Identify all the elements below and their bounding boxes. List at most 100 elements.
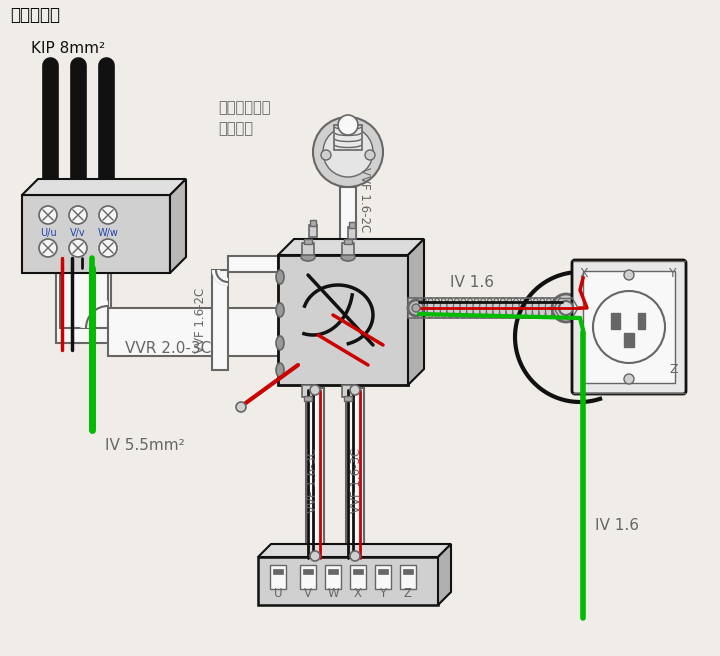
Bar <box>304 396 312 401</box>
Polygon shape <box>170 179 186 273</box>
Bar <box>378 569 388 574</box>
Circle shape <box>593 291 665 363</box>
Circle shape <box>552 294 580 322</box>
Circle shape <box>99 239 117 257</box>
Ellipse shape <box>526 298 533 318</box>
Bar <box>306 388 324 558</box>
Bar <box>278 255 408 385</box>
Text: U/u: U/u <box>40 228 56 238</box>
Text: Y: Y <box>379 587 387 600</box>
Circle shape <box>365 150 375 160</box>
Ellipse shape <box>276 303 284 317</box>
Circle shape <box>323 127 373 177</box>
Text: VVF 1.6-2C: VVF 1.6-2C <box>358 167 371 233</box>
Bar <box>325 565 341 589</box>
Circle shape <box>310 551 320 561</box>
Ellipse shape <box>467 298 474 318</box>
Bar <box>340 187 356 302</box>
Text: IV 1.6: IV 1.6 <box>450 275 494 290</box>
Circle shape <box>321 150 331 160</box>
Bar <box>303 569 313 574</box>
Text: Z: Z <box>404 587 412 600</box>
Ellipse shape <box>454 298 460 318</box>
Bar <box>348 227 356 239</box>
Bar <box>375 565 391 589</box>
Ellipse shape <box>492 298 500 318</box>
Text: 【概念図】: 【概念図】 <box>10 6 60 24</box>
Ellipse shape <box>301 253 315 261</box>
Bar <box>408 298 422 318</box>
Bar <box>344 239 352 244</box>
Ellipse shape <box>460 298 467 318</box>
Text: VVR 2.0-3C: VVR 2.0-3C <box>125 341 211 356</box>
Text: VVF 1.6-2C: VVF 1.6-2C <box>194 287 207 353</box>
Ellipse shape <box>513 298 520 318</box>
Bar <box>344 396 352 401</box>
Ellipse shape <box>519 298 526 318</box>
Bar <box>624 333 634 347</box>
Circle shape <box>313 117 383 187</box>
Circle shape <box>350 385 360 395</box>
Bar <box>611 313 620 329</box>
Ellipse shape <box>559 298 565 318</box>
Bar <box>300 565 316 589</box>
Text: KIP 8mm²: KIP 8mm² <box>31 41 105 56</box>
Bar <box>342 385 354 397</box>
Circle shape <box>69 206 87 224</box>
Ellipse shape <box>552 298 559 318</box>
Text: VVF 1.6-3C: VVF 1.6-3C <box>307 447 320 512</box>
Bar <box>583 271 675 383</box>
Polygon shape <box>258 544 451 557</box>
Bar <box>22 195 170 273</box>
Bar <box>328 569 338 574</box>
Text: V/v: V/v <box>70 228 86 238</box>
Bar <box>228 256 278 272</box>
Bar <box>60 268 108 328</box>
Bar <box>309 225 317 237</box>
Circle shape <box>624 374 634 384</box>
Bar <box>302 243 314 255</box>
Polygon shape <box>438 544 451 605</box>
Ellipse shape <box>473 298 480 318</box>
Circle shape <box>69 239 87 257</box>
Bar <box>304 239 312 244</box>
Text: W/w: W/w <box>98 228 118 238</box>
Bar <box>258 557 438 605</box>
Circle shape <box>310 385 320 395</box>
Circle shape <box>39 206 57 224</box>
Bar <box>56 268 111 343</box>
Ellipse shape <box>427 298 434 318</box>
Circle shape <box>236 402 246 412</box>
Text: V: V <box>304 587 312 600</box>
Bar <box>334 125 362 150</box>
Text: 受金ねじ部の
端子に白: 受金ねじ部の 端子に白 <box>218 100 271 136</box>
Polygon shape <box>22 179 186 195</box>
Text: VVF 1.6-3C: VVF 1.6-3C <box>351 447 364 512</box>
FancyBboxPatch shape <box>572 260 686 394</box>
Bar <box>310 220 316 226</box>
Text: IV 1.6: IV 1.6 <box>595 518 639 533</box>
Polygon shape <box>278 239 424 255</box>
Bar <box>638 313 645 329</box>
Ellipse shape <box>341 253 355 261</box>
Circle shape <box>412 304 420 312</box>
Text: X: X <box>354 587 362 600</box>
Text: IV 5.5mm²: IV 5.5mm² <box>105 438 185 453</box>
Ellipse shape <box>276 336 284 350</box>
Circle shape <box>99 206 117 224</box>
Ellipse shape <box>486 298 493 318</box>
Bar <box>403 569 413 574</box>
Ellipse shape <box>440 298 447 318</box>
Ellipse shape <box>506 298 513 318</box>
Ellipse shape <box>539 298 546 318</box>
Bar <box>350 565 366 589</box>
Ellipse shape <box>500 298 506 318</box>
Text: W: W <box>327 587 339 600</box>
Text: Z: Z <box>669 363 678 376</box>
Ellipse shape <box>447 298 454 318</box>
Circle shape <box>408 300 424 316</box>
Bar <box>349 222 355 228</box>
Ellipse shape <box>545 298 552 318</box>
Ellipse shape <box>433 298 441 318</box>
Bar <box>273 569 283 574</box>
